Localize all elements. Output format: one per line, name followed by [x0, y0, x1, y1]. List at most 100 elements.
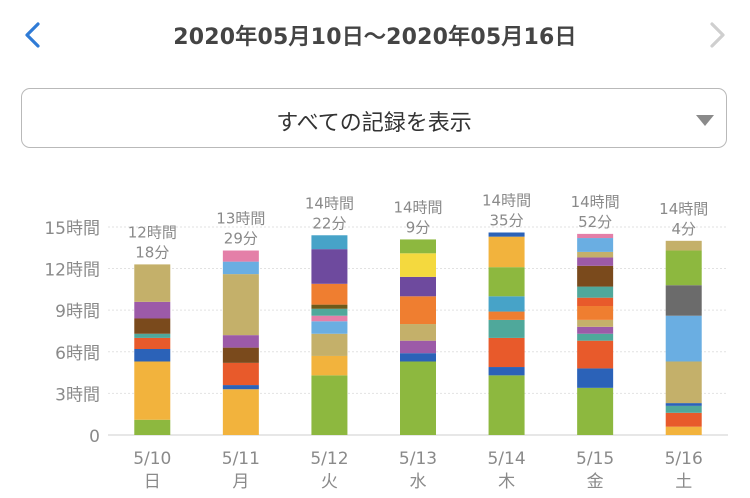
- bar-segment: [577, 265, 614, 287]
- bar-segment: [400, 239, 436, 254]
- bar-segment: [665, 405, 702, 413]
- x-date-label: 5/15: [576, 449, 614, 469]
- bar-segment: [400, 276, 436, 297]
- bar-segment: [488, 337, 525, 368]
- bar-segment: [311, 235, 348, 250]
- total-hours-label: 14時間: [659, 200, 708, 218]
- bar-segment: [311, 315, 348, 322]
- bar-segment: [488, 267, 525, 297]
- bar-segment: [577, 257, 614, 266]
- total-minutes-label: 4分: [671, 220, 696, 238]
- bar-segment: [222, 347, 259, 363]
- x-date-label: 5/16: [665, 449, 703, 469]
- bar-segment: [665, 250, 702, 286]
- bar-segment: [134, 419, 171, 435]
- total-minutes-label: 9分: [406, 218, 431, 236]
- total-hours-label: 14時間: [571, 193, 620, 211]
- total-hours-label: 12時間: [128, 223, 177, 241]
- bar-segment: [577, 333, 614, 341]
- bar-segment: [665, 285, 702, 316]
- record-filter-label: すべての記録を表示: [276, 111, 472, 136]
- bar-segment: [577, 238, 614, 252]
- bar-segment: [134, 361, 171, 420]
- bar-segment: [577, 251, 614, 258]
- total-minutes-label: 35分: [490, 211, 524, 229]
- bar-segment: [577, 319, 614, 327]
- y-tick-label: 12時間: [44, 261, 100, 281]
- total-minutes-label: 52分: [578, 213, 612, 231]
- x-date-label: 5/10: [133, 449, 171, 469]
- triangle-down-icon: [696, 115, 714, 126]
- bar-segment: [311, 304, 348, 309]
- x-weekday-label: 土: [675, 472, 692, 492]
- bar-segment: [577, 286, 614, 298]
- bar-segment: [134, 318, 171, 334]
- x-weekday-label: 木: [498, 472, 515, 492]
- total-minutes-label: 29分: [224, 230, 258, 248]
- date-range-title: 2020年05月10日〜2020年05月16日: [173, 25, 577, 50]
- bar-segment: [222, 261, 259, 275]
- bar-segment: [400, 324, 436, 341]
- record-filter-select[interactable]: すべての記録を表示: [21, 88, 727, 148]
- bar-segment: [577, 233, 614, 239]
- x-weekday-label: 日: [144, 472, 161, 492]
- x-weekday-label: 月: [232, 472, 249, 492]
- bar-segment: [665, 240, 702, 251]
- bar-segment: [400, 253, 436, 277]
- weekly-stacked-bar-chart: 0 3時間 6時間 9時間 12時間 15時間 12時間 18分 5/10 日 13時間 29分 5/1…: [44, 191, 728, 492]
- y-tick-label: 9時間: [55, 302, 100, 322]
- bar-segment: [222, 389, 259, 435]
- total-hours-label: 14時間: [305, 194, 354, 212]
- bar-segment: [488, 311, 525, 320]
- total-hours-label: 13時間: [216, 210, 265, 228]
- x-date-label: 5/11: [222, 449, 260, 469]
- bar-segment: [577, 306, 614, 320]
- bar-segment: [665, 426, 702, 435]
- bar-segment: [400, 353, 436, 362]
- bar-segment: [665, 412, 702, 427]
- bar-segment: [311, 355, 348, 376]
- bar-segment: [222, 335, 259, 348]
- y-tick-label: 0: [89, 427, 100, 447]
- bar-segment: [488, 296, 525, 312]
- bar-segment: [311, 321, 348, 334]
- bar-segment: [665, 403, 702, 406]
- y-tick-label: 15時間: [44, 219, 100, 239]
- prev-week-button[interactable]: [16, 18, 50, 52]
- bar-segment: [488, 319, 525, 338]
- x-date-label: 5/12: [310, 449, 348, 469]
- total-minutes-label: 18分: [135, 243, 169, 261]
- bar-segment: [577, 340, 614, 369]
- bar-segment: [577, 297, 614, 307]
- bar-segment: [577, 326, 614, 334]
- bar-segment: [400, 296, 436, 325]
- bar-segment: [134, 301, 171, 319]
- chevron-right-icon: [710, 22, 725, 48]
- bar-segment: [311, 308, 348, 316]
- bar-segment: [134, 349, 171, 362]
- bar-segment: [134, 333, 171, 338]
- chevron-left-icon: [25, 22, 40, 48]
- bar-segment: [665, 315, 702, 362]
- bar-segment: [400, 340, 436, 354]
- bar-segment: [311, 333, 348, 356]
- header: 2020年05月10日〜2020年05月16日: [0, 0, 750, 70]
- next-week-button[interactable]: [700, 18, 734, 52]
- total-minutes-label: 22分: [312, 214, 346, 232]
- bar-segment: [311, 249, 348, 284]
- bar-segment: [134, 264, 171, 302]
- x-date-label: 5/13: [399, 449, 437, 469]
- bar-segment: [488, 375, 525, 435]
- bar-segment: [222, 274, 259, 336]
- y-tick-label: 6時間: [55, 344, 100, 364]
- bar-segment: [222, 385, 259, 390]
- bar-segment: [665, 361, 702, 404]
- bar-segment: [488, 367, 525, 376]
- bar-segment: [577, 387, 614, 435]
- bar-segment: [488, 232, 525, 237]
- x-weekday-label: 火: [321, 472, 338, 492]
- total-hours-label: 14時間: [482, 191, 531, 209]
- bar-segment: [311, 283, 348, 305]
- bar-segment: [400, 361, 436, 435]
- bar-segment: [311, 375, 348, 435]
